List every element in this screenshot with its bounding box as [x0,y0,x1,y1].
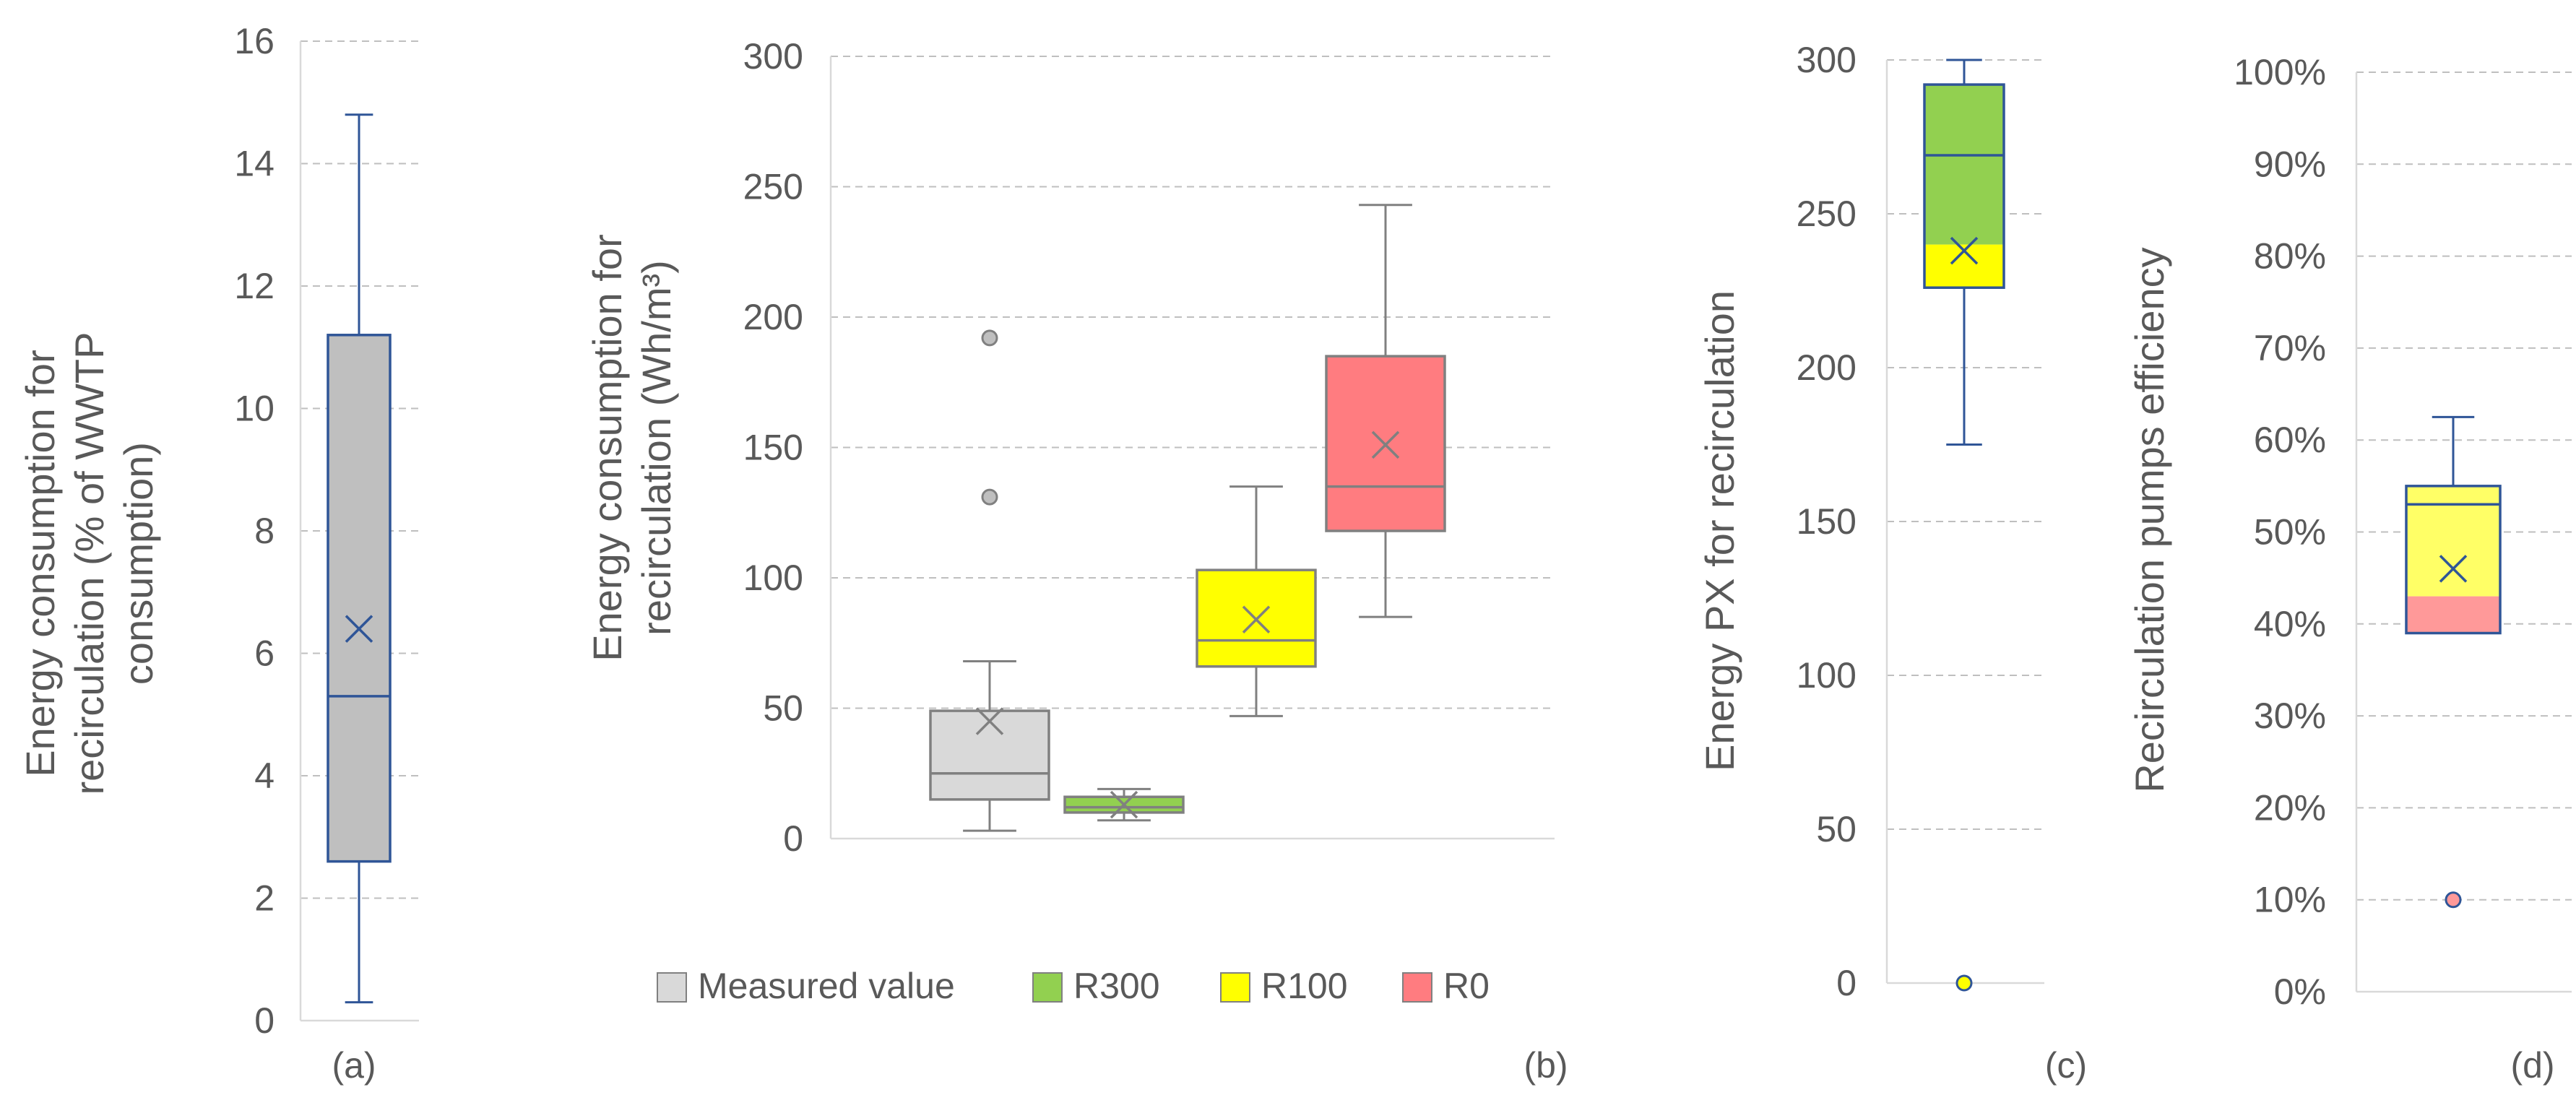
panel-b-ytick-label: 50 [763,688,803,729]
panel-a-ylabel-line-2: recirculation (% of WWTP [66,332,112,795]
panel-d-ytick-label: 90% [2254,144,2326,184]
panel-a-ytick-label: 8 [254,511,275,551]
panel-a-ytick-label: 12 [234,266,275,306]
panel-a-box-1-body [327,334,392,863]
panel-d-box-1-mean-marker [2439,555,2468,583]
panel-a: Energy consumption for recirculation (% … [17,21,419,1086]
panel-b-legend: Measured value R300 R100 R0 [657,966,1490,1006]
panel-a-ylabel-line-1: Energy consumption for [17,350,63,776]
panel-d-ytick-label: 100% [2234,52,2326,92]
panel-a-ytick-label: 10 [234,389,275,429]
panel-b-ytick-label: 0 [783,818,803,859]
panel-c: Energy PX for recirculation (c) 0 50 100 15… [1697,40,2087,1086]
panel-d-ytick-label: 80% [2254,236,2326,277]
panel-b-box-1-outlier [981,488,998,506]
panel-c-ytick-label: 200 [1797,347,1857,388]
legend-swatch-2 [1032,972,1063,1003]
panel-c-ylabel: Energy PX for recirculation [1697,290,1742,771]
panel-c-ytick-label: 250 [1797,194,1857,234]
panel-a-ytick-label: 14 [234,144,275,184]
panel-a-tag: (a) [332,1045,376,1086]
panel-b-box-1-body [929,709,1050,801]
legend-label-3: R100 [1261,966,1348,1006]
panel-d-box-1-outlier [2445,891,2462,909]
panel-b-ytick-label: 100 [743,558,803,598]
panel-b-ytick-label: 300 [743,36,803,77]
legend-swatch-4 [1402,972,1432,1003]
panel-c-ytick-label: 300 [1797,40,1857,80]
panel-d-ytick-label: 30% [2254,696,2326,736]
panel-b-box-1-mean-marker [975,707,1004,735]
legend-label-1: Measured value [698,966,955,1006]
panel-c-box-1-mean-marker [1950,236,1979,265]
panel-b-box-2-mean-marker [1110,790,1138,819]
legend-swatch-3 [1220,972,1250,1003]
panel-c-ytick-label: 150 [1797,501,1857,542]
panel-a-box-1-mean-marker [345,615,373,643]
panel-d-ytick-label: 70% [2254,328,2326,368]
panel-b-box-4-mean-marker [1371,430,1400,459]
panel-b-ytick-label: 150 [743,428,803,468]
panel-c-tag: (c) [2045,1045,2087,1086]
panel-d-tag: (d) [2510,1045,2554,1086]
panel-b-ytick-label: 250 [743,167,803,207]
panel-c-box-1-outlier [1955,974,1973,992]
panel-d-ytick-label: 50% [2254,512,2326,553]
panel-d: Recirculation pumps efficiency (d) 0% 10%… [2127,52,2572,1086]
panel-d-ylabel: Recirculation pumps efficiency [2127,247,2172,792]
panel-b-box-3-mean-marker [1242,605,1271,633]
panel-b-ylabel-line-1: Energy consumption for [584,234,630,661]
panel-a-ytick-label: 4 [254,756,275,796]
panel-c-box-1-outline [1923,83,2005,289]
panel-a-ytick-label: 6 [254,633,275,674]
panel-a-ytick-label: 16 [234,21,275,61]
panel-b-tag: (b) [1523,1045,1568,1086]
panel-b-ytick-label: 200 [743,297,803,337]
panel-d-box-1-outline [2405,485,2502,635]
panel-d-box-1-lower-fill [2406,596,2500,633]
panel-a-ytick-label: 0 [254,1000,275,1041]
panel-d-ytick-label: 0% [2274,971,2326,1012]
panel-a-ytick-label: 2 [254,878,275,919]
panel-c-ytick-label: 100 [1797,655,1857,696]
panel-a-ylabel-line-3: consumption) [116,442,161,685]
panel-b: Energy consumption for recirculation (Wh… [584,36,1568,1086]
panel-d-ytick-label: 60% [2254,420,2326,460]
panel-d-box-1-upper-fill [2406,485,2500,597]
legend-label-4: R0 [1443,966,1490,1006]
panel-c-ytick-label: 50 [1816,809,1857,849]
panel-b-ylabel-line-2: recirculation (Wh/m³) [634,260,679,636]
legend-label-2: R300 [1073,966,1160,1006]
panel-c-ytick-label: 0 [1836,963,1857,1003]
panel-b-box-1-outlier [981,329,998,347]
panel-d-ytick-label: 40% [2254,604,2326,644]
panel-d-ytick-label: 20% [2254,787,2326,828]
panel-d-ytick-label: 10% [2254,880,2326,920]
panel-c-box-1-upper-fill [1924,85,2004,245]
legend-swatch-1 [657,972,687,1003]
